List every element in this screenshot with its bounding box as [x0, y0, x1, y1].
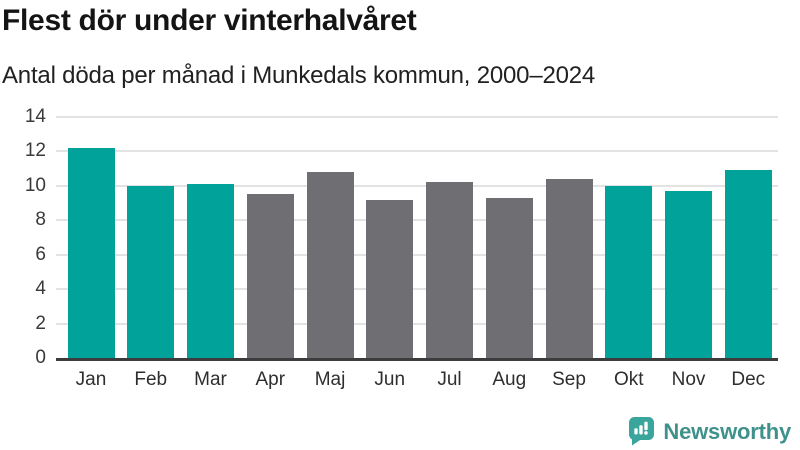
x-tick-label-Okt: Okt: [613, 369, 644, 390]
bar-Sep: [545, 178, 593, 358]
bar-Jul: [426, 182, 473, 358]
newsworthy-logo-text: Newsworthy: [663, 418, 791, 444]
x-tick-label-Jun: Jun: [374, 369, 406, 390]
bar-Jan: [67, 148, 115, 358]
plot-area: [56, 116, 778, 361]
gridline-6: [56, 253, 778, 256]
bar-Jun: [366, 199, 414, 358]
bar-Apr: [246, 194, 294, 358]
newsworthy-logo-icon: [629, 417, 655, 446]
gridline-10: [56, 184, 778, 187]
x-tick-label-Jul: Jul: [437, 369, 462, 390]
x-axis: Jan Feb Mar Apr Maj Jun Jul Aug Sep Okt Nov Dec: [56, 368, 778, 394]
bar-Feb: [127, 185, 175, 358]
y-tick-label-0: 0: [35, 347, 46, 368]
x-tick-label-Nov: Nov: [671, 369, 706, 390]
y-tick-label-14: 14: [24, 106, 46, 127]
gridline-14: [56, 116, 778, 118]
bar-Nov: [665, 191, 712, 358]
y-tick-label-8: 8: [35, 209, 46, 231]
x-tick-label-Maj: Maj: [314, 369, 346, 390]
y-tick-label-4: 4: [35, 278, 46, 300]
x-tick-label-Dec: Dec: [731, 369, 766, 390]
bar-Maj: [306, 172, 354, 358]
gridline-4: [56, 288, 778, 291]
bar-Okt: [605, 185, 653, 358]
x-tick-label-Sep: Sep: [552, 369, 586, 390]
x-tick-label-Aug: Aug: [492, 369, 527, 390]
chart-subtitle: Antal döda per månad i Munkedals kommun,…: [2, 62, 596, 89]
x-tick-label-Feb: Feb: [134, 369, 168, 390]
gridline-2: [56, 322, 778, 325]
y-tick-label-2: 2: [35, 312, 46, 334]
bar-Mar: [187, 184, 234, 358]
bar-Aug: [485, 197, 533, 358]
x-axis-line: [56, 358, 778, 361]
x-tick-label-Jan: Jan: [75, 369, 107, 390]
gridline-8: [56, 219, 778, 222]
x-tick-label-Mar: Mar: [194, 369, 227, 390]
chart-title: Flest dör under vinterhalvåret: [2, 4, 417, 37]
bar-Dec: [724, 170, 772, 358]
newsworthy-logo: Newsworthy: [629, 417, 791, 446]
y-tick-label-10: 10: [24, 174, 46, 196]
y-tick-label-6: 6: [35, 243, 46, 265]
gridline-12: [56, 150, 778, 153]
y-axis: 0 2 4 6 8 10 12 14: [0, 106, 46, 368]
x-tick-label-Apr: Apr: [255, 369, 286, 390]
y-tick-label-12: 12: [24, 140, 46, 162]
